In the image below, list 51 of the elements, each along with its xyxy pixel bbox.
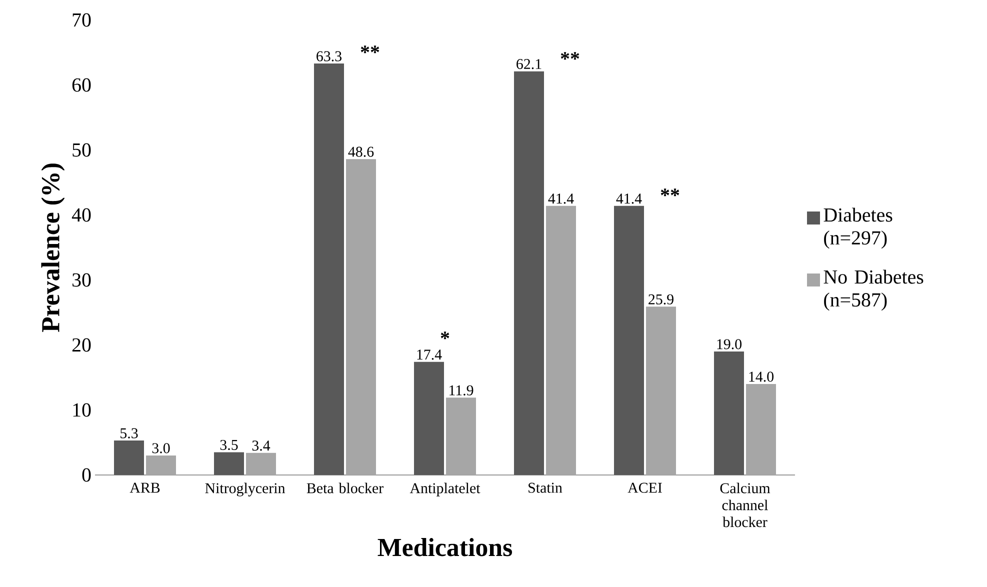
y-tick-label: 10 bbox=[73, 403, 91, 417]
data-label: 41.4 bbox=[616, 194, 642, 204]
bar bbox=[614, 206, 644, 475]
data-label: 14.0 bbox=[749, 372, 774, 382]
data-label: 3.0 bbox=[152, 443, 170, 454]
legend-label: No Diabetes (n=587) bbox=[824, 270, 924, 311]
data-label: 62.1 bbox=[516, 59, 542, 70]
bar bbox=[746, 384, 776, 475]
bar bbox=[546, 206, 576, 475]
data-label: 3.4 bbox=[252, 440, 270, 451]
data-label: 17.4 bbox=[417, 350, 442, 360]
data-label: 41.4 bbox=[548, 194, 574, 204]
data-label: 5.3 bbox=[120, 428, 138, 438]
data-label: 3.5 bbox=[220, 440, 238, 450]
bar bbox=[514, 71, 544, 475]
data-label: 48.6 bbox=[348, 146, 374, 157]
x-tick-label: Antiplatelet bbox=[410, 482, 480, 496]
bar bbox=[114, 440, 144, 475]
y-tick-label: 70 bbox=[72, 13, 91, 27]
data-label: 11.9 bbox=[450, 385, 474, 396]
x-tick-label: ACEI bbox=[628, 482, 662, 493]
x-tick-label: Statin bbox=[528, 482, 562, 493]
x-tick-label: ARB bbox=[130, 482, 160, 493]
y-tick-label: 40 bbox=[72, 208, 91, 222]
annotation: ** bbox=[660, 188, 680, 196]
bar bbox=[314, 64, 344, 475]
x-tick-label: Calcium channel blocker bbox=[720, 482, 770, 528]
legend-label: Diabetes (n=297) bbox=[824, 208, 892, 249]
bar bbox=[714, 351, 744, 475]
y-tick-label: 20 bbox=[72, 338, 91, 352]
annotation: ** bbox=[360, 46, 380, 54]
y-tick-label: 60 bbox=[72, 78, 91, 92]
data-label: 25.9 bbox=[648, 294, 674, 304]
bar bbox=[146, 456, 176, 475]
annotation: ** bbox=[560, 52, 580, 60]
y-tick-label: 0 bbox=[82, 468, 91, 482]
x-tick-label: Beta blocker bbox=[306, 482, 384, 494]
annotation: * bbox=[440, 332, 450, 340]
bar bbox=[246, 452, 276, 475]
x-tick-label: Nitroglycerin bbox=[205, 482, 286, 496]
bar bbox=[414, 362, 444, 475]
bar bbox=[446, 398, 476, 475]
y-tick-label: 50 bbox=[72, 143, 91, 157]
data-label: 63.3 bbox=[316, 51, 342, 62]
data-label: 19.0 bbox=[717, 339, 742, 350]
x-axis-title: Medications bbox=[378, 538, 512, 556]
bar bbox=[346, 159, 376, 475]
y-axis-title: Prevalence (%) bbox=[41, 164, 65, 332]
bar bbox=[214, 452, 244, 475]
bar bbox=[646, 306, 676, 475]
y-tick-label: 30 bbox=[72, 273, 91, 287]
